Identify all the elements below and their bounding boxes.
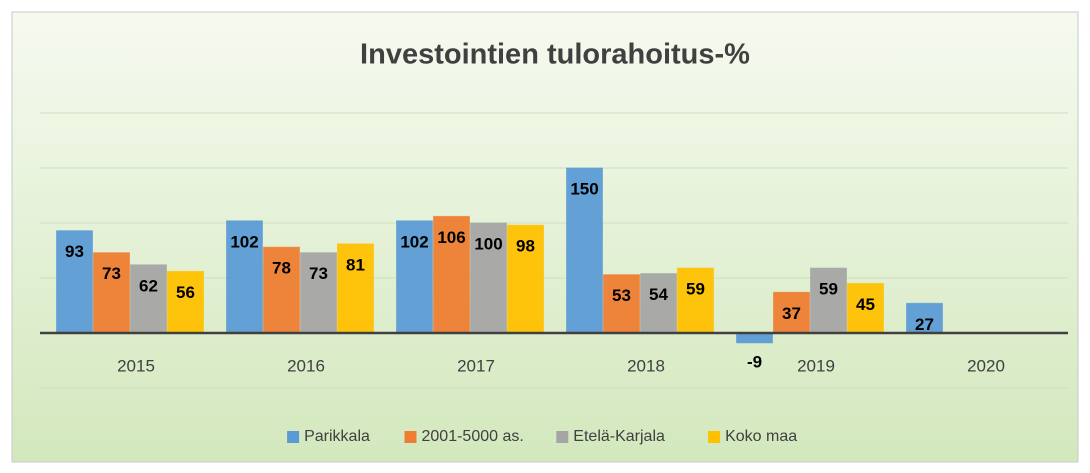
bar bbox=[773, 291, 810, 334]
data-label: 53 bbox=[612, 286, 631, 305]
legend-swatch bbox=[287, 431, 300, 443]
data-label: 102 bbox=[400, 232, 428, 251]
legend-label: Koko maa bbox=[725, 428, 797, 445]
data-label: 78 bbox=[272, 259, 291, 278]
x-tick-label: 2016 bbox=[287, 356, 325, 375]
legend-swatch bbox=[708, 431, 721, 443]
data-label: -9 bbox=[747, 352, 762, 371]
data-label: 81 bbox=[346, 255, 365, 274]
x-tick-label: 2019 bbox=[797, 356, 835, 375]
data-label: 54 bbox=[649, 285, 668, 304]
legend-label: Etelä-Karjala bbox=[573, 428, 665, 445]
bar bbox=[263, 246, 300, 334]
chart-area bbox=[11, 11, 1079, 463]
data-label: 102 bbox=[230, 232, 258, 251]
x-tick-label: 2015 bbox=[117, 356, 155, 375]
data-label: 27 bbox=[915, 315, 934, 334]
bar bbox=[167, 270, 204, 334]
bar bbox=[507, 224, 544, 334]
x-tick-label: 2017 bbox=[457, 356, 495, 375]
data-label: 59 bbox=[819, 280, 838, 299]
legend-label: 2001-5000 as. bbox=[422, 428, 524, 445]
bar bbox=[847, 283, 884, 334]
bar bbox=[736, 332, 773, 344]
data-label: 56 bbox=[176, 283, 195, 302]
bar bbox=[566, 167, 603, 334]
x-tick-label: 2020 bbox=[967, 356, 1005, 375]
bar bbox=[130, 264, 167, 334]
bar bbox=[300, 252, 337, 334]
bar bbox=[640, 273, 677, 334]
bar bbox=[337, 243, 374, 334]
legend-label: Parikkala bbox=[304, 428, 370, 445]
bar bbox=[603, 274, 640, 334]
data-label: 62 bbox=[139, 276, 158, 295]
data-label: 98 bbox=[516, 237, 535, 256]
legend-swatch bbox=[404, 431, 417, 443]
data-label: 73 bbox=[309, 264, 328, 283]
data-label: 100 bbox=[474, 234, 502, 253]
data-label: 59 bbox=[686, 280, 705, 299]
bar bbox=[677, 267, 714, 334]
data-label: 45 bbox=[856, 295, 875, 314]
data-label: 73 bbox=[102, 264, 121, 283]
data-label: 150 bbox=[570, 179, 598, 198]
chart-title: Investointien tulorahoitus-% bbox=[360, 39, 750, 71]
bar bbox=[93, 252, 130, 334]
x-tick-label: 2018 bbox=[627, 356, 665, 375]
bar bbox=[433, 215, 470, 334]
bar bbox=[396, 220, 433, 334]
legend-swatch bbox=[556, 431, 569, 443]
bar bbox=[906, 302, 943, 334]
data-label: 106 bbox=[437, 228, 465, 247]
bar bbox=[810, 267, 847, 334]
data-label: 93 bbox=[65, 242, 84, 261]
bar bbox=[226, 220, 263, 334]
data-label: 37 bbox=[782, 304, 801, 323]
